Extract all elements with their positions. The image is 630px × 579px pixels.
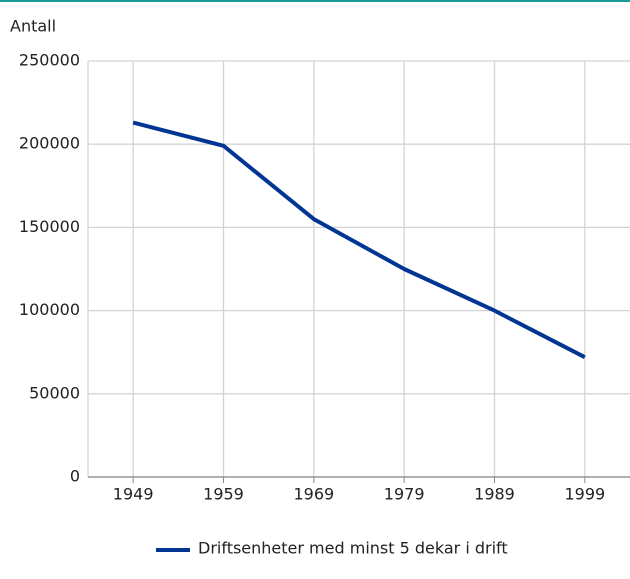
x-tick-label: 1999 [564,485,605,504]
y-tick-label: 50000 [29,383,80,402]
x-tick-label: 1989 [474,485,515,504]
x-tick-label: 1959 [203,485,244,504]
y-axis-label: Antall [10,17,56,36]
y-tick-label: 100000 [19,300,80,319]
y-tick-label: 150000 [19,217,80,236]
x-tick-label: 1969 [293,485,334,504]
y-tick-label: 0 [70,467,80,486]
x-tick-label: 1949 [113,485,154,504]
y-tick-label: 250000 [19,51,80,70]
data-line [132,120,586,359]
y-tick-label: 200000 [19,134,80,153]
legend-label: Driftsenheter med minst 5 dekar i drift [198,539,508,558]
x-tick-label: 1979 [384,485,425,504]
